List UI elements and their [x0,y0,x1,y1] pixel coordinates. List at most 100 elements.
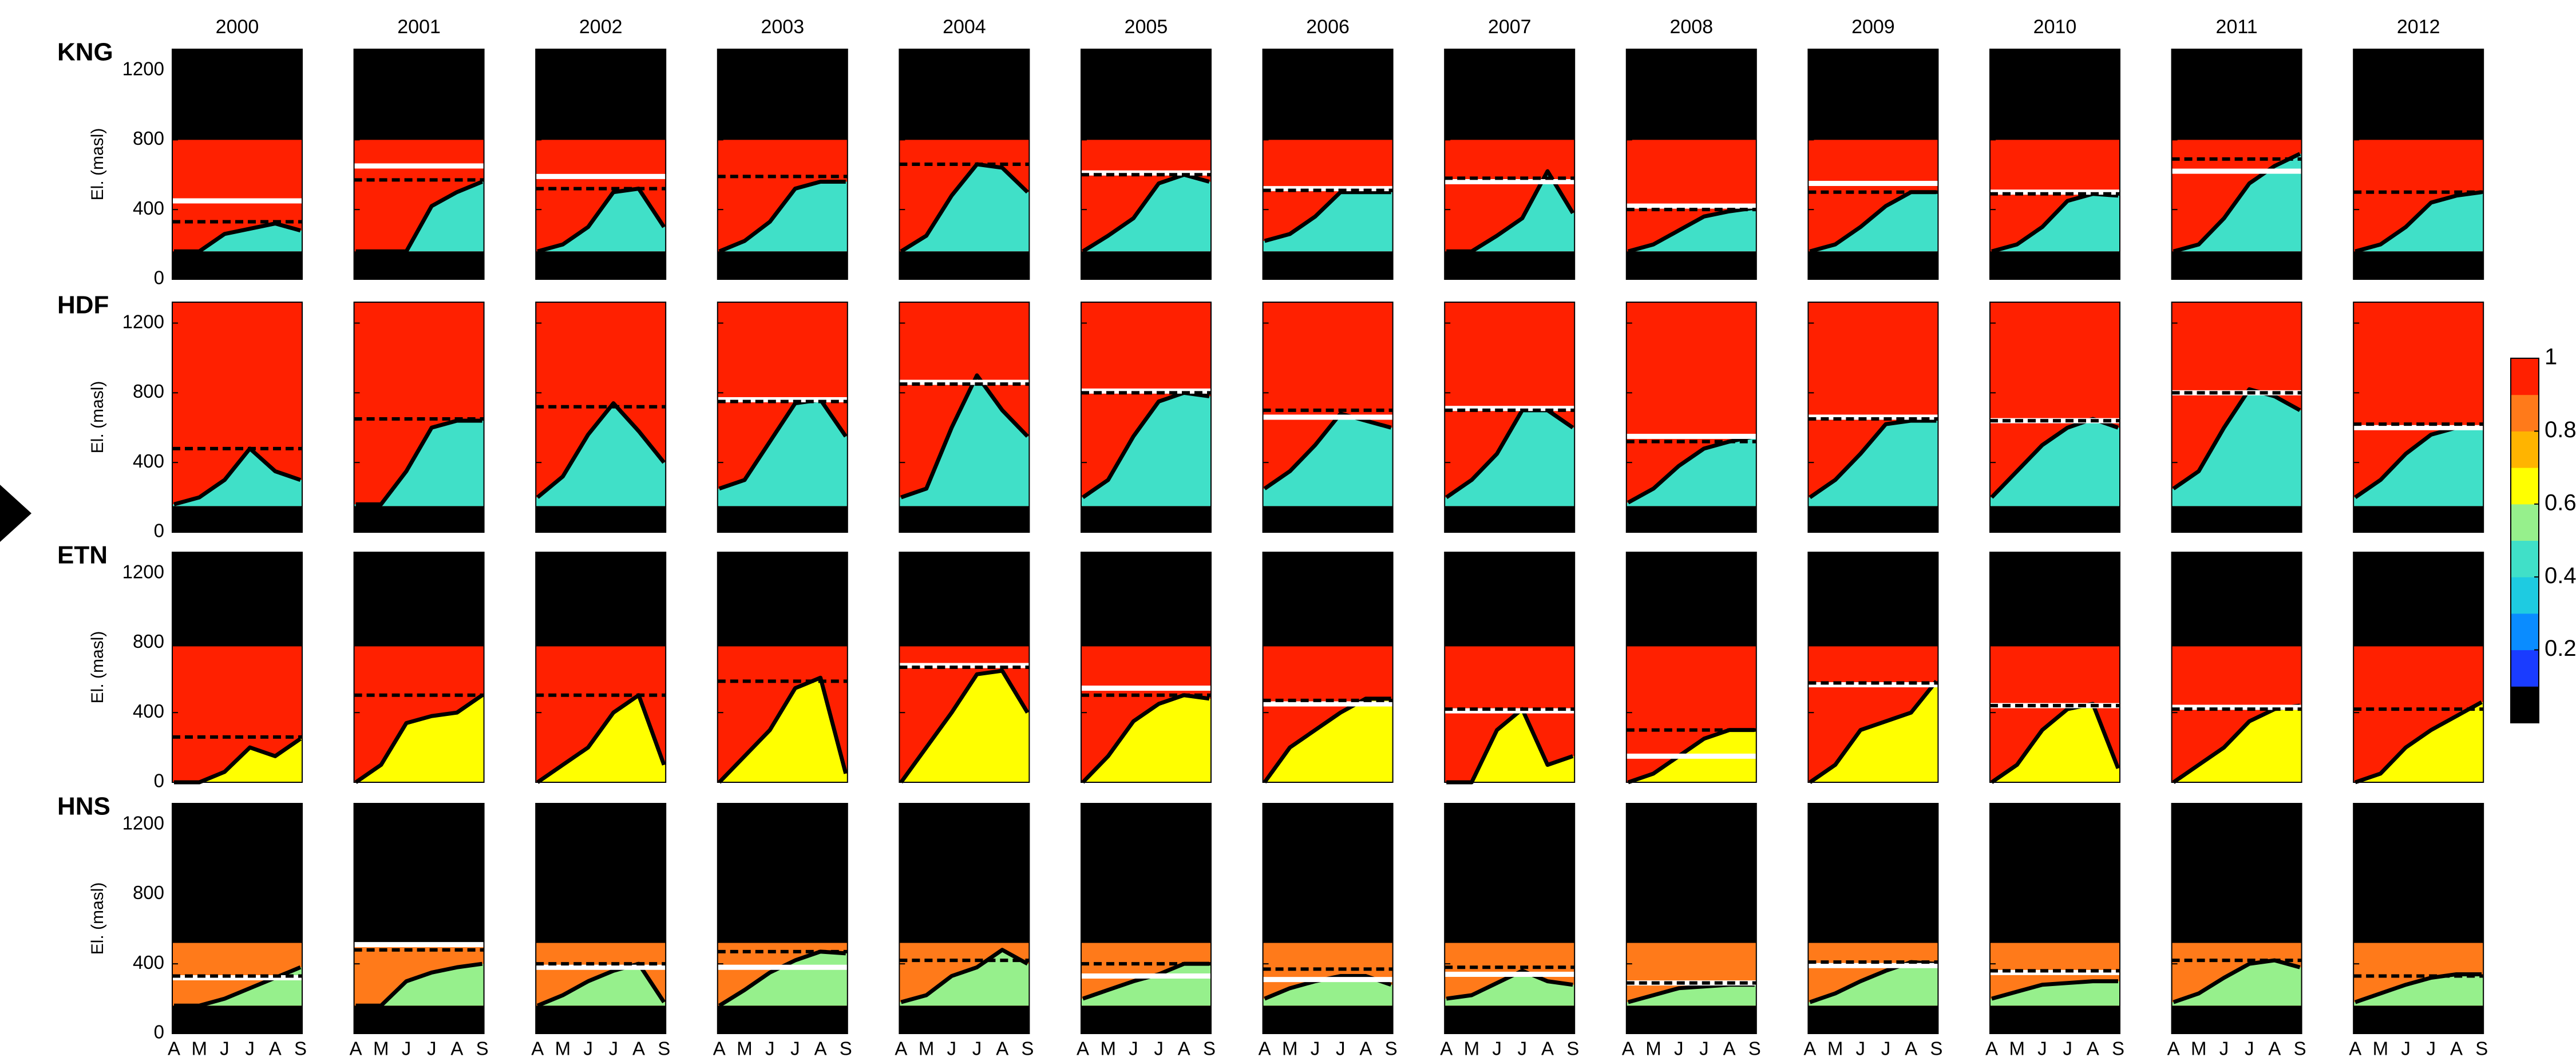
snowline-contour [900,373,1029,500]
month-label: M [1827,1038,1843,1059]
colorbar-swatch [2511,468,2539,505]
snowline-contour [355,961,483,1008]
panel-frame [717,552,848,783]
lower-zone [717,399,848,506]
panel-frame [2171,552,2302,783]
month-label: M [1100,1038,1116,1059]
month-label: J [947,1038,957,1059]
panel-frame [899,49,1030,280]
lower-zone [1263,698,1393,782]
month-label: A [1905,1038,1917,1059]
lower-zone [1445,410,1575,506]
y-tick-label: 800 [133,882,164,903]
month-label: J [220,1038,229,1059]
month-label: A [1440,1038,1453,1059]
panel-frame [1625,803,1757,1034]
y-tick-label: 1200 [122,311,164,332]
lower-zone [1990,981,2120,1006]
y-tick-label: 1200 [122,58,164,79]
lower-zone [717,678,848,782]
lower-zone [1626,436,1756,506]
month-label: M [1645,1038,1661,1059]
year-label: 2008 [1669,16,1713,38]
y-tick-label: 400 [133,952,164,973]
month-label: J [1518,1038,1528,1059]
panel-frame [353,49,485,280]
colorbar-frame [2510,358,2539,723]
panel-frame [1262,552,1394,783]
snowline-contour [1991,979,2118,1001]
month-label: S [658,1038,670,1059]
colorbar-swatch [2511,577,2539,614]
month-label: S [1930,1038,1942,1059]
snowline-contour [537,187,666,254]
snowline-contour [2355,972,2482,1004]
panel-frame [2171,302,2302,533]
y-tick-label: 400 [133,450,164,472]
y-tick-label: 800 [133,631,164,652]
month-label: S [2475,1038,2488,1059]
month-label: S [1021,1038,1034,1059]
lower-zone [1263,976,1393,1006]
year-label: 2012 [2397,16,2440,38]
month-label: A [450,1038,463,1059]
month-label: J [1154,1038,1164,1059]
month-label: A [895,1038,907,1059]
month-label: A [814,1038,827,1059]
panel-frame [1807,49,1939,280]
snowline-contour [1264,190,1391,243]
y-tick-label: 0 [154,520,164,541]
y-axis-label: El. (masl) [88,381,107,454]
colorbar-swatch [2511,650,2539,687]
colorbar-tick-label: 0.8 [2545,417,2576,442]
month-label: A [2450,1038,2463,1059]
panel-frame [717,302,848,533]
panel-frame [717,803,848,1034]
panel-frame [2353,302,2484,533]
lower-zone [354,421,484,506]
month-label: J [2063,1038,2072,1059]
panel-frame [1625,49,1757,280]
y-axis-label: El. (masl) [88,128,107,201]
site-label: HNS [57,793,110,821]
month-label: J [1856,1038,1866,1059]
month-label: J [1674,1038,1684,1059]
lower-zone [2353,974,2484,1006]
panel-frame [899,803,1030,1034]
lower-zone [1263,192,1393,252]
panel-frame [172,302,303,533]
year-label: 2003 [761,16,804,38]
snowline-contour [718,675,848,784]
month-label: M [2191,1038,2207,1059]
panel-frame [2171,49,2302,280]
panel-frame [535,803,667,1034]
panel-frame [899,552,1030,783]
month-label: J [790,1038,800,1059]
month-label: J [2037,1038,2047,1059]
panel-frame [353,302,485,533]
lower-zone [536,403,666,506]
snowline-contour [1809,680,1938,784]
year-label: 2010 [2033,16,2077,38]
lower-zone [1990,419,2120,506]
panel-frame [1444,302,1576,533]
snowline-contour [1445,408,1574,499]
y-tick-label: 800 [133,381,164,402]
y-tick-label: 400 [133,197,164,219]
panel-frame [2353,803,2484,1034]
month-label: A [531,1038,544,1059]
lower-zone [717,181,848,252]
month-label: A [1359,1038,1372,1059]
panel-frame [172,803,303,1034]
panel-frame [1444,803,1576,1034]
month-label: M [373,1038,389,1059]
y-axis-label: El. (masl) [88,631,107,704]
year-label: 2001 [397,16,441,38]
panel-frame [1081,552,1212,783]
month-label: A [2268,1038,2281,1059]
panel-frame [2353,552,2484,783]
year-label: 2000 [216,16,259,38]
month-label: J [2401,1038,2411,1059]
panel-frame [1989,552,2120,783]
